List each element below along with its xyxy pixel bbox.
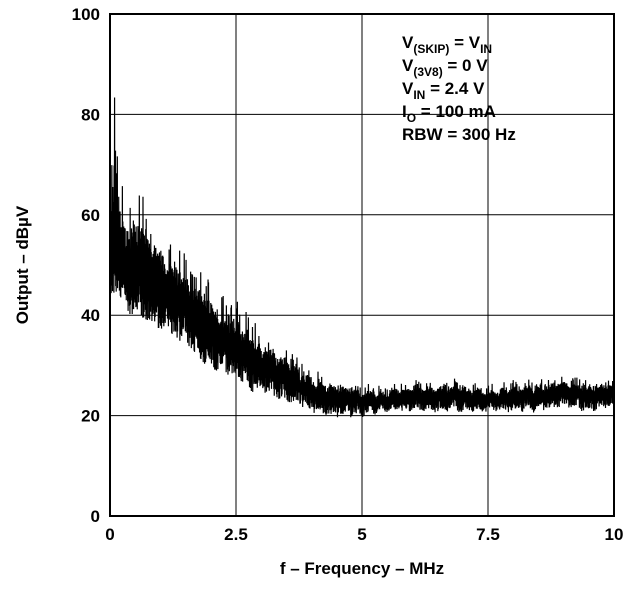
x-tick-labels: 0 2.5 5 7.5 10 <box>105 525 623 544</box>
annotation-line: V(3V8) = 0 V <box>402 56 488 79</box>
plot-frame <box>109 13 615 517</box>
annotation-line: RBW = 300 Hz <box>402 125 516 144</box>
x-tick-label: 5 <box>357 525 366 544</box>
y-tick-label: 60 <box>81 206 100 225</box>
annotation-line: VIN = 2.4 V <box>402 79 485 102</box>
y-tick-label: 40 <box>81 306 100 325</box>
x-tick-label: 7.5 <box>476 525 500 544</box>
annotation-line: IO = 100 mA <box>402 102 496 125</box>
x-axis-label: f – Frequency – MHz <box>280 559 444 578</box>
y-tick-label: 0 <box>91 507 100 526</box>
y-tick-label: 20 <box>81 407 100 426</box>
spectrum-trace <box>109 97 615 418</box>
y-tick-label: 80 <box>81 105 100 124</box>
x-tick-label: 0 <box>105 525 114 544</box>
y-tick-labels: 0 20 40 60 80 100 <box>72 5 100 526</box>
x-tick-label: 10 <box>605 525 624 544</box>
y-axis-label: Output – dBµV <box>13 205 32 324</box>
annotation-line: V(SKIP) = VIN <box>402 33 492 56</box>
y-tick-label: 100 <box>72 5 100 24</box>
x-tick-label: 2.5 <box>224 525 248 544</box>
